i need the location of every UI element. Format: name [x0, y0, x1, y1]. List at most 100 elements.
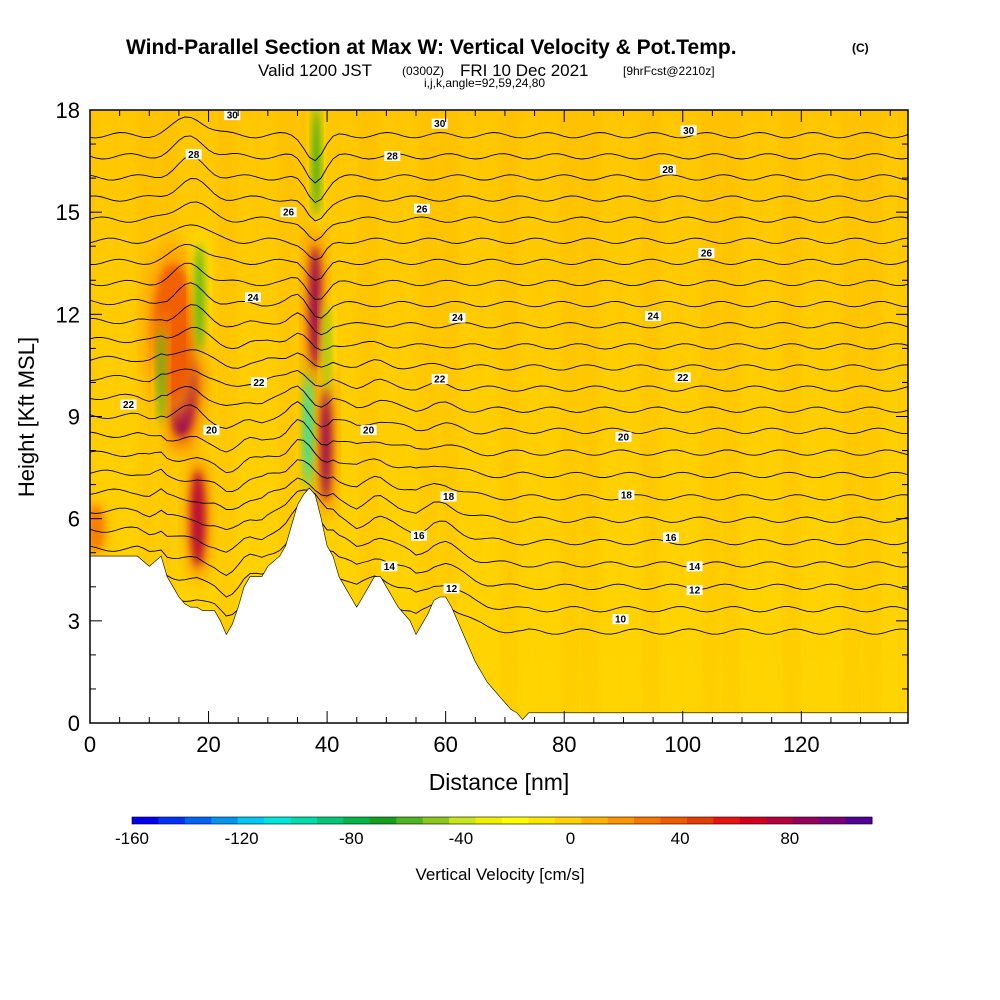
isotherm-line [90, 536, 908, 613]
contour-label: 30 [224, 110, 241, 122]
svg-text:28: 28 [662, 165, 674, 176]
svg-text:24: 24 [648, 312, 660, 323]
colorbar-swatch [317, 817, 344, 824]
colorbar-swatch [554, 817, 582, 824]
svg-text:30: 30 [683, 126, 695, 137]
svg-text:22: 22 [123, 400, 135, 411]
colorbar-swatch [290, 817, 318, 824]
isotherm-line [90, 349, 908, 371]
svg-text:10: 10 [615, 615, 627, 626]
field-stripe [807, 110, 817, 723]
field-stripe [404, 110, 414, 723]
contour-label: 20 [615, 431, 632, 443]
contour-label: 26 [413, 203, 430, 215]
svg-text:20: 20 [618, 432, 630, 443]
colorbar-swatch [713, 817, 741, 824]
forecast-date: FRI 10 Dec 2021 [460, 61, 589, 80]
updraft-core [190, 470, 205, 567]
svg-text:14: 14 [384, 562, 396, 573]
isotherm-line [90, 326, 908, 351]
colorbar-swatch [184, 817, 212, 824]
colorbar-swatch [396, 817, 424, 824]
field-stripe [605, 110, 615, 723]
colorbar-swatch [660, 817, 688, 824]
isotherm-line [90, 489, 908, 546]
colorbar-tick-label: -40 [449, 829, 474, 848]
y-tick-label: 9 [68, 405, 80, 430]
colorbar-swatch [634, 817, 662, 824]
contour-label: 16 [662, 532, 679, 544]
colorbar-tick-label: -80 [339, 829, 364, 848]
field-stripe [847, 110, 857, 723]
terrain-mask [90, 488, 908, 723]
x-tick-label: 120 [783, 732, 820, 757]
field-stripe [283, 110, 293, 723]
field-stripe [706, 110, 716, 723]
field-stripe [263, 110, 273, 723]
x-tick-label: 20 [196, 732, 220, 757]
y-tick-label: 6 [68, 507, 80, 532]
colorbar-tick-label: 40 [671, 829, 690, 848]
contour-label: 28 [185, 149, 202, 161]
svg-text:20: 20 [206, 426, 218, 437]
field-stripe [545, 110, 555, 723]
y-tick-label: 15 [56, 200, 80, 225]
colorbar-swatch [343, 817, 371, 824]
svg-text:30: 30 [227, 111, 239, 122]
isotherm-line [90, 282, 908, 319]
contour-label: 26 [698, 248, 715, 260]
contour-label: 28 [384, 150, 401, 162]
contour-label: 12 [686, 585, 703, 597]
field-stripe [202, 110, 212, 723]
svg-text:18: 18 [621, 490, 633, 501]
field-stripe [625, 110, 635, 723]
isotherm-line [90, 418, 908, 457]
updraft-core [309, 246, 322, 369]
svg-text:22: 22 [253, 378, 265, 389]
section-indices: i,j,k,angle=92,59,24,80 [424, 76, 546, 90]
svg-text:12: 12 [689, 586, 701, 597]
colorbar-label: Vertical Velocity [cm/s] [415, 865, 584, 884]
svg-text:28: 28 [387, 151, 399, 162]
svg-text:24: 24 [452, 313, 464, 324]
field-stripe [787, 110, 797, 723]
field-stripe [424, 110, 434, 723]
svg-text:24: 24 [247, 293, 259, 304]
colorbar-tick-label: -160 [115, 829, 149, 848]
isotherm-line [90, 554, 908, 635]
field-stripe [484, 110, 494, 723]
colorbar-swatch [581, 817, 609, 824]
colorbar-tick-label: -120 [225, 829, 259, 848]
svg-text:26: 26 [283, 208, 295, 219]
contour-label: 22 [431, 374, 448, 386]
utc-time: (0300Z) [402, 64, 445, 78]
field-stripe [666, 110, 676, 723]
downdraft-core [194, 242, 205, 352]
contour-label: 22 [120, 399, 137, 411]
svg-text:12: 12 [446, 584, 458, 595]
colorbar-swatch [819, 817, 847, 824]
forecast-info: [9hrFcst@2210z] [623, 64, 715, 78]
downdraft-core [323, 304, 331, 393]
colorbar-swatch [607, 817, 635, 824]
downdraft-core [312, 110, 320, 216]
colorbar-tick-label: 80 [780, 829, 799, 848]
field-stripe [504, 110, 514, 723]
y-tick-label: 3 [68, 609, 80, 634]
field-stripe [525, 110, 535, 723]
contour-label: 20 [203, 425, 220, 437]
isotherm-line [90, 116, 908, 162]
field-stripe [867, 110, 877, 723]
field-stripe [827, 110, 837, 723]
contour-label: 24 [449, 312, 466, 324]
colorbar-swatch [766, 817, 794, 824]
field-stripe [101, 110, 111, 723]
terrain-outline [90, 487, 908, 721]
downdraft-core [304, 375, 312, 485]
valid-time: Valid 1200 JST [258, 61, 373, 80]
contour-label: 28 [659, 164, 676, 176]
field-stripe [384, 110, 394, 723]
colorbar-swatch [449, 817, 477, 824]
contour-label: 20 [360, 425, 377, 437]
